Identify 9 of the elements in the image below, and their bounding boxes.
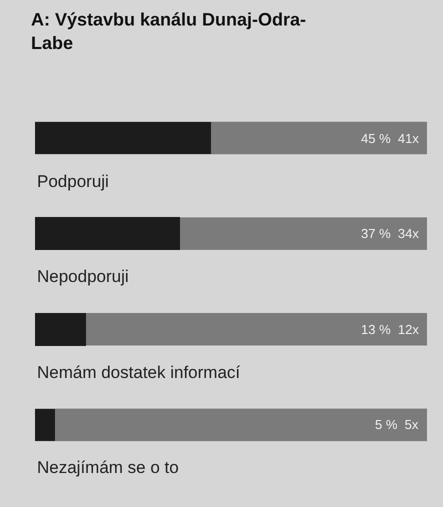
y-tick-label: Nepodporuji [37, 267, 129, 286]
data-label: 37 % 34x [361, 226, 420, 241]
data-label: 5 % 5x [375, 417, 419, 432]
chart-title: A: Výstavbu kanálu Dunaj-Odra-Labe [31, 9, 306, 53]
data-label: 45 % 41x [361, 131, 420, 146]
y-tick-label: Nezajímám se o to [37, 458, 179, 477]
data-label: 13 % 12x [361, 322, 420, 337]
y-tick-label: Nemám dostatek informací [37, 363, 240, 382]
y-tick-label: Podporuji [37, 172, 109, 191]
